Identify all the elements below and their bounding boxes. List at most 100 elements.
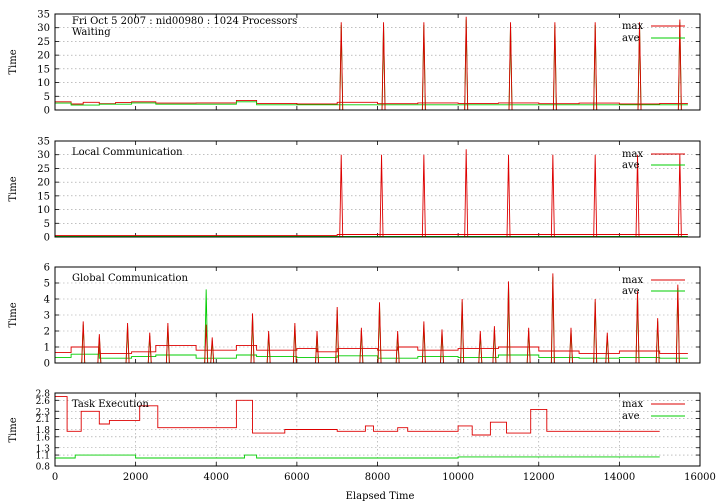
spike-max-global-communication: [506, 281, 511, 364]
spike-max-global-communication: [204, 324, 209, 364]
y-tick-label-task-execution: 0.8: [36, 463, 51, 473]
panel-waiting: Fri Oct 5 2007 : nid00980 : 1024 Process…: [8, 16, 643, 75]
y-tick-label-local-communication: 25: [37, 164, 50, 175]
spike-max-global-communication: [359, 327, 364, 364]
y-tick-label-task-execution: 1.8: [36, 426, 51, 436]
y-tick-label-waiting: 0: [44, 106, 50, 117]
y-tick-label-global-communication: 4: [44, 295, 50, 306]
panel-local-communication: Local Communication Time max ave: [8, 147, 643, 202]
spike-max-global-communication: [550, 273, 555, 364]
y-tick-label-local-communication: 5: [44, 219, 50, 230]
plot-task-execution: 0.81.11.31.61.82.12.32.62.8: [36, 390, 701, 473]
x-tick-label: 8000: [365, 472, 390, 483]
plot-frame-local-communication: [54, 140, 701, 238]
y-tick-label-global-communication: 5: [44, 279, 50, 290]
spike-max-global-communication: [569, 327, 573, 364]
spike-max-global-communication: [377, 302, 382, 364]
y-axis-label-local-communication: Time: [8, 176, 19, 201]
plot-global-communication: 0 1 2 3 4 5 6: [44, 263, 701, 370]
spike-max-global-communication: [165, 322, 170, 364]
spike-max-global-communication: [266, 330, 271, 364]
y-tick-label-global-communication: 2: [44, 327, 50, 338]
plot-local-communication: 0 5 10 15 20 25 30 35: [37, 137, 701, 244]
y-tick-label-global-communication: 1: [44, 343, 50, 354]
series-max-task-execution: [55, 396, 660, 436]
spike-max-global-communication: [315, 330, 319, 364]
legend-max-label-local-communication: max: [622, 149, 643, 160]
y-axis-label-waiting: Time: [8, 49, 19, 74]
spike-max-global-communication: [81, 321, 86, 364]
legend-max-label-global-communication: max: [622, 275, 643, 286]
panel-task-execution: Task Execution Time max ave: [8, 399, 643, 443]
x-tick-label: 2000: [123, 472, 148, 483]
y-tick-label-task-execution: 2.8: [36, 390, 51, 400]
spike-ave-global-communication: [204, 289, 209, 364]
spike-max-global-communication: [210, 337, 215, 364]
spike-max-local-communication: [593, 154, 598, 238]
y-tick-label-task-execution: 1.6: [36, 433, 51, 443]
series-max-global-communication: [55, 344, 688, 354]
spike-max-waiting: [552, 22, 557, 111]
y-tick-label-task-execution: 2.1: [36, 415, 50, 425]
y-tick-label-local-communication: 15: [37, 191, 50, 202]
spike-max-waiting: [381, 22, 386, 111]
spike-max-global-communication: [635, 290, 640, 364]
spike-max-global-communication: [335, 306, 340, 364]
x-tick-label: 6000: [284, 472, 309, 483]
spike-max-global-communication: [97, 334, 102, 364]
y-tick-label-waiting: 20: [37, 51, 50, 62]
spike-max-global-communication: [125, 322, 130, 364]
plot-frame-task-execution: [54, 392, 701, 467]
spike-max-local-communication: [677, 154, 682, 238]
spike-max-global-communication: [440, 329, 444, 364]
y-tick-label-local-communication: 20: [37, 178, 50, 189]
spike-max-waiting: [677, 19, 682, 111]
spike-max-local-communication: [339, 154, 344, 238]
x-tick-label: 14000: [603, 472, 635, 483]
y-tick-label-waiting: 30: [37, 23, 50, 34]
legend-ave-label-global-communication: ave: [622, 286, 640, 297]
spike-max-local-communication: [464, 149, 469, 238]
y-tick-label-global-communication: 6: [44, 263, 50, 274]
spike-max-waiting: [508, 22, 513, 111]
y-tick-label-local-communication: 0: [44, 233, 50, 244]
spike-max-global-communication: [460, 298, 465, 364]
series-ave-waiting: [55, 101, 688, 106]
y-axis-label-global-communication: Time: [8, 302, 19, 327]
legend-ave-label-waiting: ave: [622, 33, 640, 44]
panel-global-communication: Global Communication Time max ave: [8, 273, 643, 328]
series-ave-task-execution: [55, 454, 660, 459]
x-tick-label: 0: [52, 472, 58, 483]
legend-ave-label-task-execution: ave: [622, 411, 640, 422]
y-tick-label-local-communication: 35: [37, 137, 50, 148]
y-tick-label-task-execution: 1.1: [36, 452, 50, 462]
spike-max-waiting: [421, 22, 426, 111]
spike-max-local-communication: [379, 154, 384, 238]
panel-title-global-communication: Global Communication: [72, 273, 188, 284]
spike-max-global-communication: [478, 330, 483, 364]
spike-max-local-communication: [421, 154, 426, 238]
y-tick-label-global-communication: 3: [44, 311, 50, 322]
series-max-local-communication: [55, 234, 688, 236]
legend-ave-label-local-communication: ave: [622, 160, 640, 171]
y-tick-label-waiting: 5: [44, 92, 50, 103]
y-tick-label-waiting: 35: [37, 10, 50, 21]
y-tick-label-task-execution: 2.6: [36, 397, 51, 407]
x-tick-label: 12000: [523, 472, 555, 483]
x-tick-label: 16000: [684, 472, 716, 483]
plot-waiting: 0 5 10 15 20 25 30 35: [37, 10, 701, 117]
spike-max-global-communication: [492, 326, 497, 364]
panel-title-task-execution: Task Execution: [72, 399, 149, 410]
spike-max-waiting: [464, 16, 469, 111]
y-axis-label-task-execution: Time: [8, 417, 19, 442]
header-title: Fri Oct 5 2007 : nid00980 : 1024 Process…: [72, 16, 297, 27]
plot-frame-global-communication: [54, 266, 701, 364]
spike-max-global-communication: [675, 284, 680, 364]
series-ave-global-communication: [55, 353, 688, 359]
y-tick-label-local-communication: 10: [37, 205, 50, 216]
spike-max-global-communication: [250, 313, 255, 364]
spike-max-local-communication: [550, 154, 555, 238]
panel-title-waiting: Waiting: [72, 27, 111, 38]
